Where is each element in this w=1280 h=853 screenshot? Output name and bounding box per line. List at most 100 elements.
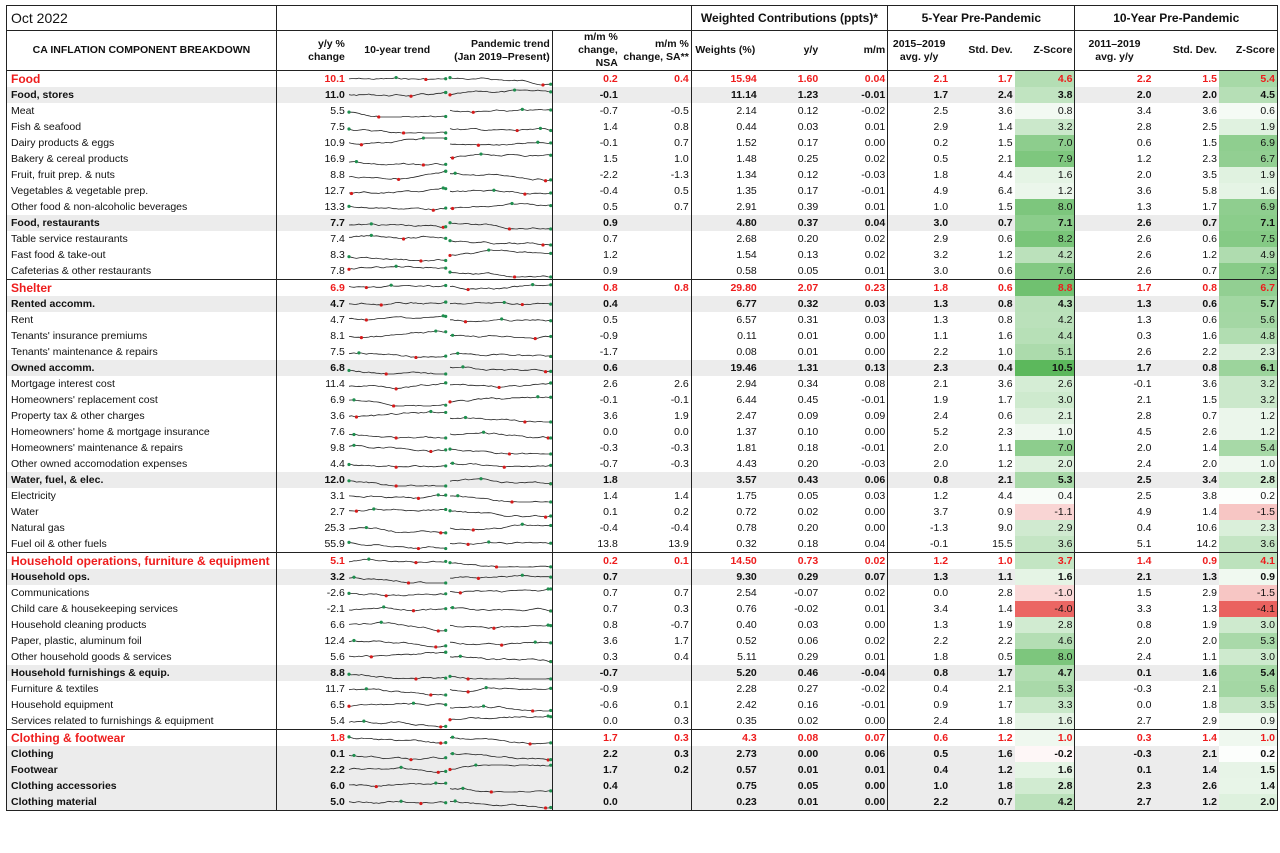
sd5-value: 2.8 (997, 587, 1013, 599)
sparkline-path (449, 202, 551, 209)
sparkline-pandemic (447, 778, 553, 794)
weight-value: 2.14 (690, 103, 759, 119)
mm-nsa-value: 0.7 (551, 231, 620, 247)
sd10-value: 3.4 (1153, 472, 1219, 488)
sparkline-path (348, 541, 446, 549)
weight-value: 1.75 (690, 488, 759, 504)
sparkline-last-marker (548, 302, 552, 306)
col-mm-sa: m/m % change, SA** (619, 30, 692, 71)
avg5-value: 0.6 (887, 729, 951, 746)
sparkline-svg (449, 461, 552, 469)
contrib-yy-value: 0.25 (797, 153, 819, 165)
sparkline-low-marker (409, 94, 413, 98)
table-row: Table service restaurants 7.4 0.7 2.68 0.20 0… (7, 231, 1278, 247)
sd5-value: 1.8 (997, 715, 1013, 727)
sd10-value: 1.4 (1153, 729, 1219, 746)
weight-value: 0.78 (690, 520, 759, 536)
table-row: Property tax & other charges 3.6 3.6 1.9 2.4… (7, 408, 1278, 424)
sd10-value: 1.9 (1202, 619, 1217, 631)
sparkline-pandemic (447, 87, 553, 103)
component-label: Food (6, 70, 277, 87)
contrib-mm-value: 0.01 (864, 121, 886, 133)
contrib-yy-value: 0.20 (797, 458, 819, 470)
mm-nsa-value: -0.3 (551, 440, 620, 456)
contrib-yy-value: 0.27 (797, 683, 819, 695)
table-row: Meat 5.5 -0.7 -0.5 2.14 0.12 -0.02 2.5 3.6 0.8 3.4… (7, 103, 1278, 119)
sparkline-svg (447, 247, 552, 257)
weight-value: 29.80 (690, 279, 759, 296)
sparkline-svg (348, 719, 448, 729)
sparkline-pandemic (447, 279, 553, 296)
z5-value: 8.8 (1014, 279, 1075, 296)
weight-value: 0.72 (690, 504, 759, 520)
sparkline-path (449, 561, 551, 567)
sparkline-low-marker (364, 317, 368, 322)
component-label: Shelter (6, 279, 277, 296)
contrib-yy-value: 0.37 (758, 215, 821, 231)
z5-value: -1.1 (1014, 504, 1075, 520)
sparkline-path (449, 76, 551, 85)
sparkline-pandemic (447, 569, 553, 585)
contrib-yy-value: 0.29 (758, 569, 821, 585)
sparkline-pandemic (447, 296, 553, 312)
mm-sa-value: -0.3 (670, 458, 689, 470)
weight-value: 0.76 (690, 601, 759, 617)
yy-value: 7.4 (275, 231, 347, 247)
yy-value: 16.9 (275, 151, 347, 167)
sd5-value: 1.7 (950, 70, 1015, 87)
sparkline-low-marker (543, 178, 547, 182)
z10-value: 1.0 (1218, 729, 1278, 746)
sd10-value: 3.5 (1202, 169, 1217, 181)
sparkline-low-marker (406, 580, 410, 585)
subtotal-row: Clothing 0.1 2.2 0.3 2.73 0.00 0.06 0.5 1.6 -0.2-… (6, 746, 1278, 762)
sparkline-svg (348, 313, 448, 322)
sparkline-pandemic (448, 199, 553, 215)
contrib-mm-value: -0.02 (861, 683, 886, 695)
yy-value: 11.4 (275, 376, 347, 392)
sparkline-path (348, 170, 446, 180)
sparkline-svg (348, 650, 448, 658)
sparkline-10yr (347, 199, 448, 215)
sparkline-last-marker (548, 481, 552, 485)
z5-value: 4.7 (1014, 665, 1075, 681)
sparkline-low-marker (533, 336, 537, 340)
weight-value: 0.08 (690, 344, 759, 360)
z5-value: 4.4 (1014, 328, 1075, 344)
sparkline-pandemic (447, 504, 553, 520)
contrib-mm-value: 0.06 (820, 472, 888, 488)
avg5-value: 2.0 (887, 456, 951, 472)
sparkline-svg (348, 283, 448, 289)
sparkline-last-marker (443, 755, 448, 759)
sparkline-svg (449, 430, 552, 440)
sparkline-svg (348, 780, 448, 788)
col-mm-nsa: m/m % change, NSA (551, 30, 620, 71)
sparkline-path (348, 128, 446, 133)
z5-value: 7.1 (1014, 215, 1075, 231)
sparkline-svg (447, 238, 552, 247)
avg10-value: 2.4 (1074, 649, 1154, 665)
sparkline-low-marker (546, 757, 550, 762)
mm-nsa-value: 0.7 (551, 569, 620, 585)
sparkline-svg (348, 397, 448, 408)
table-row: Bakery & cereal products 16.9 1.5 1.0 1.48 0.… (7, 151, 1278, 167)
sparkline-last-marker (443, 580, 448, 585)
sparkline-pandemic (448, 649, 553, 665)
mm-sa-value: 2.6 (674, 378, 689, 390)
sparkline-path (449, 395, 551, 402)
component-label: Homeowners' home & mortgage insurance (11, 426, 210, 438)
yy-value: 6.5 (275, 697, 347, 713)
table-row: Homeowners' maintenance & repairs 9.8 -0.3… (7, 440, 1278, 456)
sd5-value: 1.7 (997, 699, 1013, 711)
avg5-value: 2.2 (887, 794, 951, 811)
yy-value: -2.1 (275, 601, 347, 617)
z10-value: 4.5 (1218, 87, 1278, 103)
contrib-mm-value: 0.01 (820, 762, 888, 778)
yy-value: 5.1 (275, 552, 347, 569)
sparkline-path (449, 249, 551, 256)
z5-value: 2.6 (1014, 376, 1075, 392)
sd5-value: 0.4 (950, 360, 1015, 376)
mm-sa-value: 0.3 (674, 603, 689, 615)
sparkline-path (449, 675, 551, 679)
sparkline-path (348, 234, 446, 239)
contrib-mm-value: -0.01 (861, 185, 886, 197)
